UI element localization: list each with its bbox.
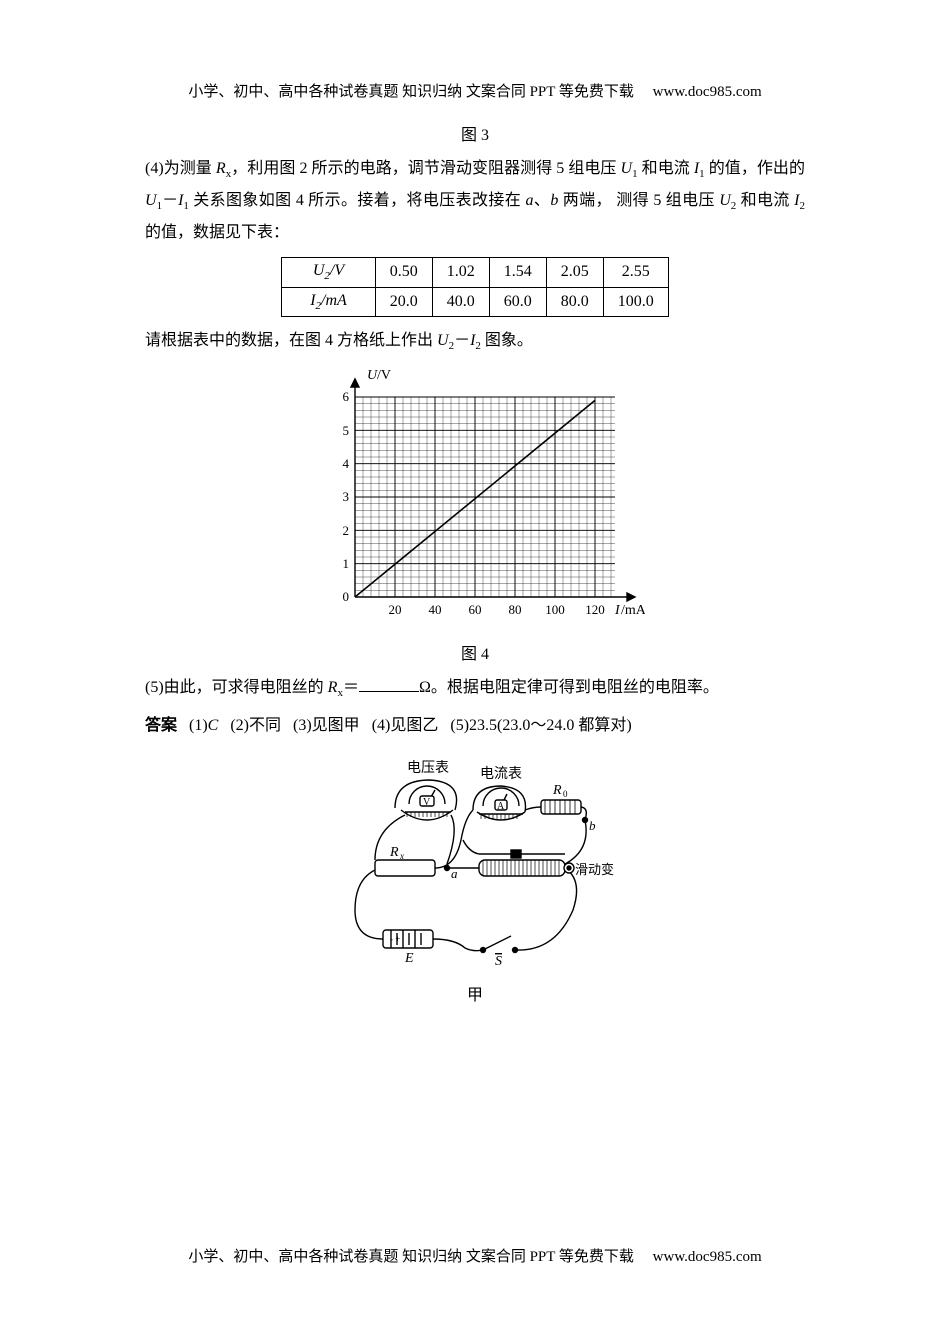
circuit-label-ammeter: 电流表 bbox=[480, 766, 522, 782]
chart-svg: U /V I /mA 0 1 2 3 4 5 6 20 40 60 80 100… bbox=[305, 367, 645, 627]
table-followup: 请根据表中的数据，在图 4 方格纸上作出 U2－I2 图象。 bbox=[145, 325, 805, 357]
x-axis-label: I bbox=[614, 603, 621, 618]
figure-4-caption: 图 4 bbox=[145, 640, 805, 664]
y-axis-unit: /V bbox=[377, 368, 391, 383]
table-cell: 40.0 bbox=[432, 287, 489, 316]
table-cell: 0.50 bbox=[375, 258, 432, 287]
footer-url: www.doc985.com bbox=[653, 1249, 762, 1265]
rheostat-icon bbox=[479, 850, 574, 876]
svg-text:x: x bbox=[399, 851, 404, 861]
circuit-label-Rx: R bbox=[389, 845, 399, 860]
svg-text:V: V bbox=[423, 797, 431, 808]
circuit-label-S: S bbox=[495, 954, 502, 969]
table-cell: 2.55 bbox=[603, 258, 668, 287]
svg-text:120: 120 bbox=[585, 602, 605, 617]
circuit-label-b: b bbox=[589, 818, 596, 833]
answer-5: (5)23.5(23.0～24.0 都算对) bbox=[450, 717, 631, 734]
table-cell: 80.0 bbox=[546, 287, 603, 316]
data-table: U2/V 0.50 1.02 1.54 2.05 2.55 I2/mA 20.0… bbox=[281, 257, 669, 316]
question-5-text: (5)由此，可求得电阻丝的 Rx＝Ω。根据电阻定律可得到电阻丝的电阻率。 bbox=[145, 672, 805, 704]
svg-text:3: 3 bbox=[343, 489, 350, 504]
answer-line: 答案 (1)C (2)不同 (3)见图甲 (4)见图乙 (5)23.5(23.0… bbox=[145, 710, 805, 742]
circuit-label-rheostat: 滑动变阻器 bbox=[575, 862, 615, 877]
svg-text:6: 6 bbox=[343, 389, 350, 404]
circuit-diagram: - + E S R x a bbox=[335, 760, 615, 1005]
table-cell: 1.54 bbox=[489, 258, 546, 287]
svg-text:5: 5 bbox=[343, 423, 350, 438]
circuit-label-E: E bbox=[404, 951, 414, 966]
table-row-i: I2/mA 20.0 40.0 60.0 80.0 100.0 bbox=[282, 287, 669, 316]
table-cell: 20.0 bbox=[375, 287, 432, 316]
voltmeter-icon: V bbox=[395, 780, 457, 820]
header-text: 小学、初中、高中各种试卷真题 知识归纳 文案合同 PPT 等免费下载 bbox=[188, 84, 634, 100]
table-cell: 1.02 bbox=[432, 258, 489, 287]
table-header-i: I2/mA bbox=[282, 287, 376, 316]
answer-3: (3)见图甲 bbox=[293, 717, 360, 734]
svg-text:0: 0 bbox=[343, 589, 350, 604]
svg-text:0: 0 bbox=[563, 789, 568, 799]
figure-3-caption: 图 3 bbox=[145, 121, 805, 145]
x-ticks: 20 40 60 80 100 120 bbox=[389, 602, 605, 617]
chart-figure-4: U /V I /mA 0 1 2 3 4 5 6 20 40 60 80 100… bbox=[305, 367, 645, 632]
table-cell: 2.05 bbox=[546, 258, 603, 287]
table-cell: 100.0 bbox=[603, 287, 668, 316]
table-row-u: U2/V 0.50 1.02 1.54 2.05 2.55 bbox=[282, 258, 669, 287]
question-4-text: (4)为测量 Rx，利用图 2 所示的电路，调节滑动变阻器测得 5 组电压 U1… bbox=[145, 153, 805, 249]
table-header-u: U2/V bbox=[282, 258, 376, 287]
svg-text:4: 4 bbox=[343, 456, 350, 471]
header-url: www.doc985.com bbox=[653, 84, 762, 100]
y-ticks: 0 1 2 3 4 5 6 bbox=[343, 389, 350, 604]
answer-1: (1)C bbox=[189, 717, 218, 734]
svg-text:80: 80 bbox=[509, 602, 522, 617]
svg-text:20: 20 bbox=[389, 602, 402, 617]
x-axis-unit: /mA bbox=[621, 603, 645, 618]
svg-text:60: 60 bbox=[469, 602, 482, 617]
svg-text:100: 100 bbox=[545, 602, 565, 617]
footer-text: 小学、初中、高中各种试卷真题 知识归纳 文案合同 PPT 等免费下载 bbox=[188, 1249, 634, 1265]
svg-text:2: 2 bbox=[343, 523, 350, 538]
circuit-label-R0: R bbox=[552, 783, 562, 798]
answer-2: (2)不同 bbox=[230, 717, 281, 734]
grid bbox=[355, 397, 615, 597]
circuit-label-voltmeter: 电压表 bbox=[407, 760, 449, 776]
answer-label: 答案 bbox=[145, 717, 177, 734]
table-cell: 60.0 bbox=[489, 287, 546, 316]
svg-text:1: 1 bbox=[343, 556, 350, 571]
circuit-svg: - + E S R x a bbox=[335, 760, 615, 970]
axes bbox=[351, 379, 635, 601]
svg-text:- +: - + bbox=[390, 934, 400, 944]
answer-4: (4)见图乙 bbox=[372, 717, 439, 734]
page-footer: 小学、初中、高中各种试卷真题 知识归纳 文案合同 PPT 等免费下载 www.d… bbox=[0, 1245, 950, 1266]
svg-text:40: 40 bbox=[429, 602, 442, 617]
page-header: 小学、初中、高中各种试卷真题 知识归纳 文案合同 PPT 等免费下载 www.d… bbox=[145, 80, 805, 101]
ammeter-icon: A bbox=[473, 786, 526, 820]
svg-text:A: A bbox=[497, 801, 505, 812]
blank-fill bbox=[359, 676, 419, 692]
circuit-caption: 甲 bbox=[335, 981, 615, 1005]
